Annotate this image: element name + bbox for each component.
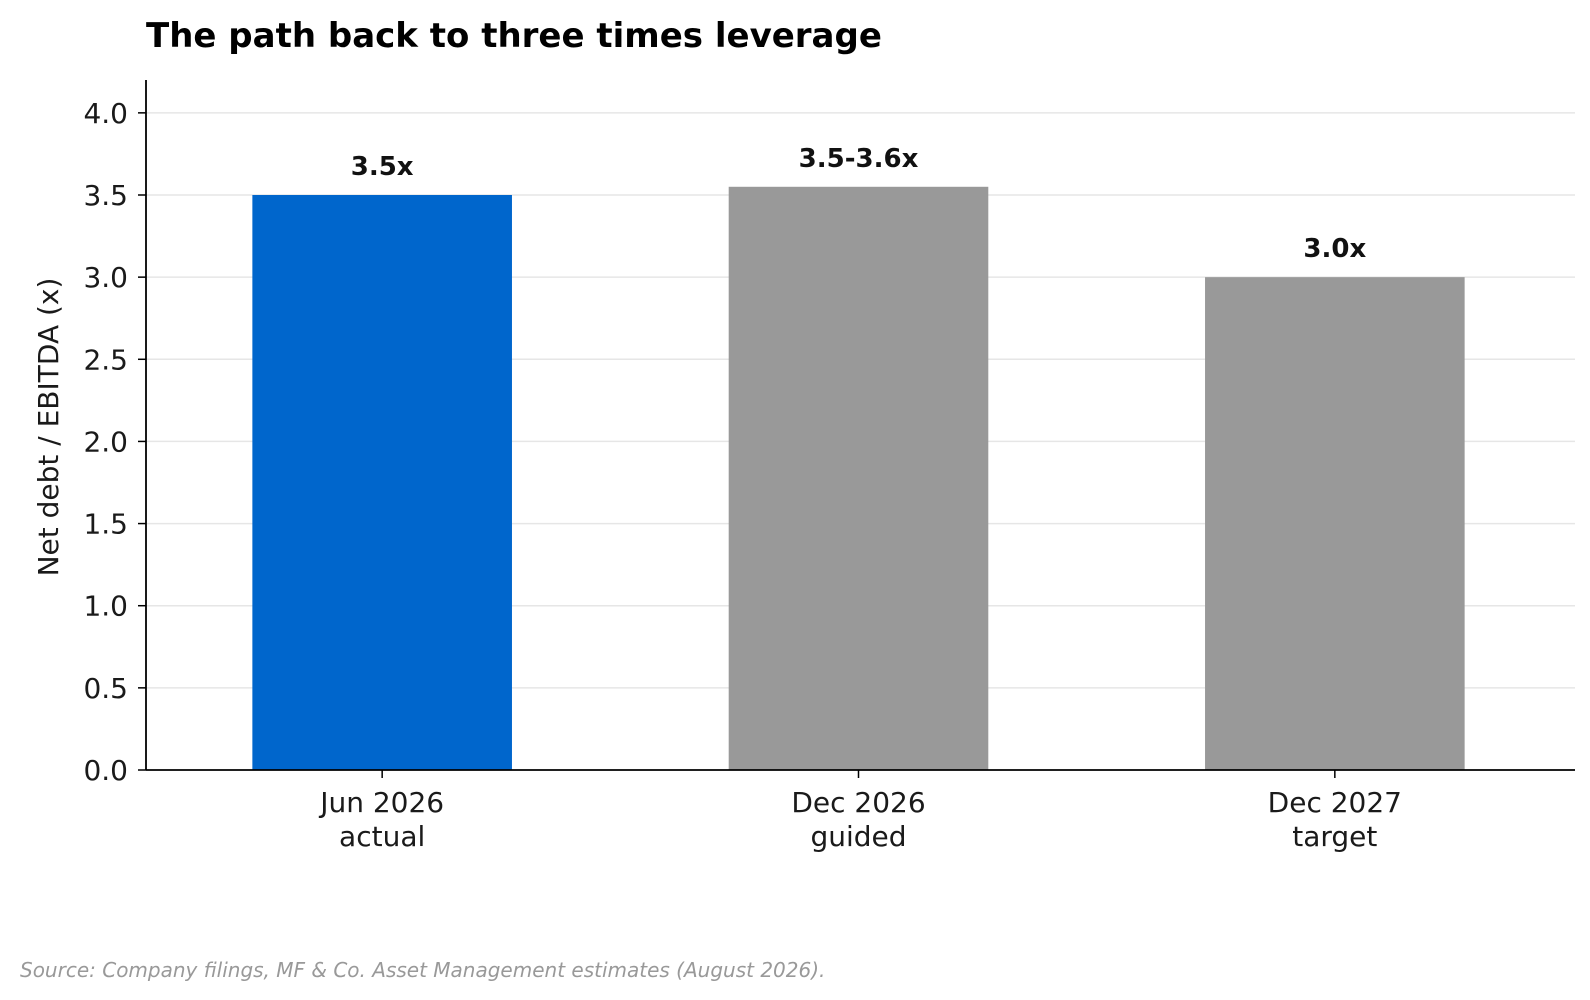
data-label-1: 3.5-3.6x [799,144,919,174]
bar-1 [728,186,989,771]
data-labels: 3.5x 3.5-3.6x 3.0x [351,144,1367,264]
x-tick-label: Jun 2026 [318,786,444,819]
y-tick-label: 2.5 [83,343,128,376]
x-tick-label: Dec 2026 [791,786,925,819]
y-tick-label: 1.5 [83,508,128,541]
axes: 0.0 0.5 1.0 1.5 2.0 2.5 3.0 3.5 4.0 Jun 2026actua… [83,80,1575,853]
data-label-0: 3.5x [351,152,414,182]
source-note: Source: Company filings, MF & Co. Asset … [20,958,825,982]
y-tick-label: 0.5 [83,672,128,705]
bars [252,186,1465,771]
y-tick-label: 0.0 [83,754,128,787]
x-tick-label: target [1292,820,1377,853]
bar-2 [1205,277,1465,770]
bar-0 [252,195,512,770]
y-tick-label: 3.5 [83,179,128,212]
y-tick-label: 1.0 [83,590,128,623]
y-tick-label: 2.0 [83,425,128,458]
y-axis-label: Net debt / EBITDA (x) [32,278,65,577]
x-tick-label: guided [810,820,906,853]
data-label-2: 3.0x [1303,234,1366,264]
y-tick-label: 4.0 [83,97,128,130]
y-tick-label: 3.0 [83,261,128,294]
chart-title: The path back to three times leverage [146,16,882,56]
x-tick-label: Dec 2027 [1268,786,1402,819]
x-tick-label: actual [339,820,425,853]
